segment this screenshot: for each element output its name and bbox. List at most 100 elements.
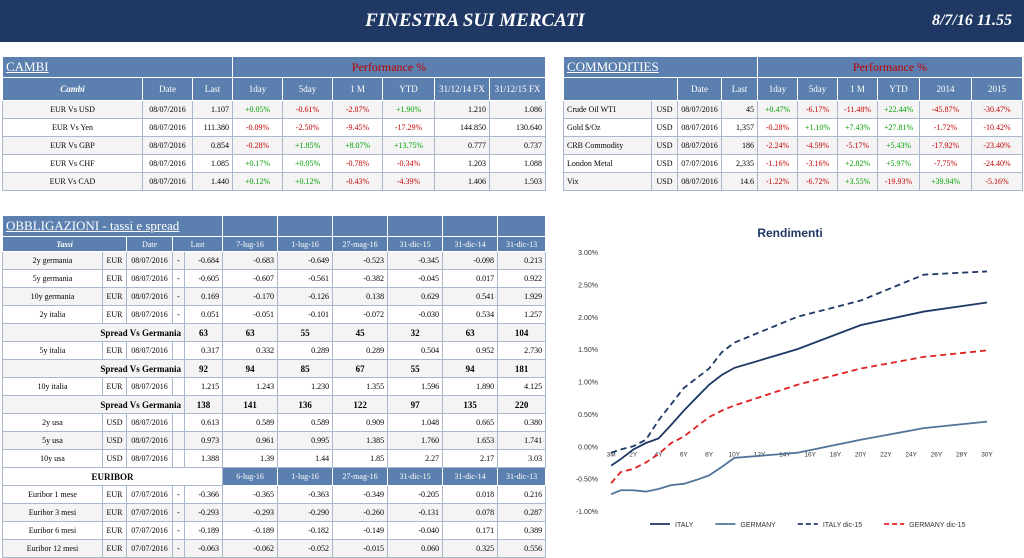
cell: 1 M [837, 77, 879, 101]
cell: USD [102, 431, 127, 450]
cell: Performance % [232, 56, 547, 78]
cell: 31/12/15 FX [489, 77, 547, 101]
cell: -0.101 [277, 305, 334, 324]
row: 2y usa USD 08/07/2016 0.613 0.589 0.589 0.909 1… [2, 413, 547, 432]
row: EUR Vs Yen 08/07/2016 111.380 -0.09% -2.50% -… [2, 118, 547, 137]
cell: 0.317 [183, 341, 224, 360]
y-tick-label: -1.00% [576, 509, 598, 516]
cell: 135 [442, 395, 499, 414]
yield-chart: Rendimenti 3.00% 2.50% 2.00% 1.50% 1.00% 0.50… [576, 226, 994, 529]
legend-label: GERMANY [740, 522, 776, 529]
cell: EUR [102, 521, 127, 540]
cell: 14.6 [720, 172, 759, 191]
cell: 1,357 [720, 118, 759, 137]
cell: 08/07/2016 [126, 305, 173, 324]
series-line [610, 420, 988, 495]
cell: +1.85% [282, 136, 334, 155]
cell: 1.929 [497, 287, 547, 306]
cell: 104 [497, 323, 547, 342]
row: Spread Vs Germania 63 63 55 45 32 63 104 [2, 323, 547, 342]
x-tick-label: 18Y [830, 451, 842, 458]
cell: 5y usa [2, 431, 103, 450]
cell: 08/07/2016 [126, 287, 173, 306]
cell: 1.39 [222, 449, 279, 468]
cell: EUR Vs CHF [2, 154, 143, 173]
cell: +7.43% [837, 118, 879, 137]
y-tick-label: 0.00% [578, 444, 598, 451]
cell: 0.389 [497, 521, 547, 540]
cell: 94 [442, 359, 499, 378]
cell: -0.072 [332, 305, 389, 324]
cell: 0.213 [497, 251, 547, 270]
cell: Spread Vs Germania [2, 395, 185, 414]
cell: 31-dic-13 [497, 467, 547, 486]
cell: 1.085 [191, 154, 234, 173]
cell: -0.09% [232, 118, 284, 137]
cell: -4.59% [797, 136, 839, 155]
cell: OBBLIGAZIONI - tassi e spread [1, 215, 224, 237]
cell: USD [651, 118, 678, 137]
cell: 31-dic-13 [497, 236, 547, 252]
row: Crude Oil WTI USD 08/07/2016 45 +0.47% -6.17%… [563, 100, 1024, 119]
row: 5y usa USD 08/07/2016 0.973 0.961 0.995 1.385 1… [2, 431, 547, 450]
cell: -0.052 [277, 539, 334, 558]
cell: Last [191, 77, 234, 101]
cell: 08/07/2016 [142, 154, 193, 173]
cell: 136 [277, 395, 334, 414]
y-tick-label: 3.00% [578, 250, 598, 257]
row: EURIBOR 6-lug-16 1-lug-16 27-mag-16 31-dic-1… [1, 467, 547, 486]
cell: -0.349 [332, 485, 389, 504]
cell: 130.640 [489, 118, 547, 137]
row: EUR Vs CAD 08/07/2016 1.440 +0.12% +0.12% -0.… [2, 172, 547, 191]
cell: 94 [222, 359, 279, 378]
cell: CRB Commodity [563, 136, 652, 155]
cell: 08/07/2016 [126, 269, 173, 288]
cell: 3.03 [497, 449, 547, 468]
x-tick-label: 10Y [729, 451, 741, 458]
cell: - [172, 269, 185, 288]
cell: -0.293 [222, 503, 279, 522]
cell: 0.922 [497, 269, 547, 288]
row: Vix USD 08/07/2016 14.6 -1.22% -6.72% +3.55% -1… [563, 172, 1024, 191]
cell: -0.182 [277, 521, 334, 540]
cell: 0.961 [222, 431, 279, 450]
cell: -0.607 [222, 269, 279, 288]
cell: -0.684 [183, 251, 224, 270]
cell: USD [651, 136, 678, 155]
cell: EUR [102, 251, 127, 270]
cell: -1.16% [757, 154, 799, 173]
cell: 2014 [919, 77, 973, 101]
cell: -0.683 [222, 251, 279, 270]
cell: Performance % [757, 56, 1024, 78]
cell: 0.060 [387, 539, 444, 558]
cell: 08/07/2016 [126, 431, 173, 450]
cell: 1.760 [387, 431, 444, 450]
cell: 0.541 [442, 287, 499, 306]
cell: 08/07/2016 [142, 172, 193, 191]
cell: 0.589 [222, 413, 279, 432]
cell: 2y italia [2, 305, 103, 324]
y-tick-label: 2.00% [578, 315, 598, 322]
cell: EUR [102, 377, 127, 396]
cell: EUR [102, 485, 127, 504]
cell: -1.72% [919, 118, 973, 137]
cell: Date [142, 77, 193, 101]
cell: 32 [387, 323, 444, 342]
row: 5y italia EUR 08/07/2016 0.317 0.332 0.289 0.2… [2, 341, 547, 360]
cell: 0.665 [442, 413, 499, 432]
cell: -0.78% [332, 154, 384, 173]
commodities-table: COMMODITIES Performance % Date Last 1day 5day… [562, 56, 1024, 191]
cell: 0.017 [442, 269, 499, 288]
cell: -0.170 [222, 287, 279, 306]
row: Spread Vs Germania 138 141 136 122 97 135 220 [2, 395, 547, 414]
cell: EUR [102, 503, 127, 522]
cell: 0.171 [442, 521, 499, 540]
cell: -0.260 [332, 503, 389, 522]
cell: 0.051 [183, 305, 224, 324]
cell: - [172, 251, 185, 270]
cell: 141 [222, 395, 279, 414]
cell: 08/07/2016 [142, 136, 193, 155]
cell: -11.48% [837, 100, 879, 119]
cell: 31-dic-14 [442, 467, 499, 486]
cell: - [172, 305, 185, 324]
